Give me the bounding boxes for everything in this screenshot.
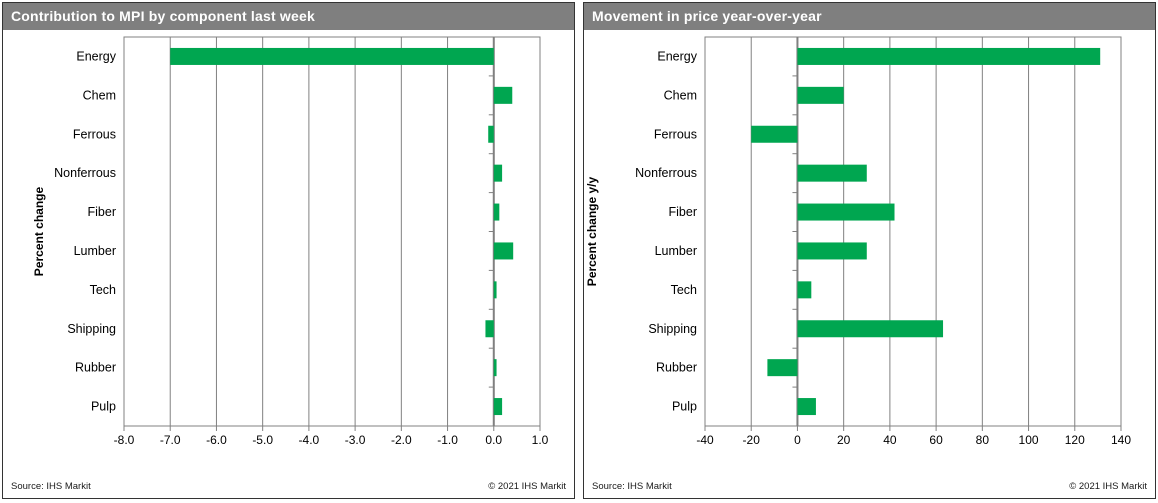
x-tick-label: 20	[837, 433, 851, 447]
x-tick-label: 1.0	[532, 433, 549, 447]
bar-rubber	[493, 359, 497, 377]
bar-chart-price-movement: -40 -20 0 20 40 60 80 100 120 140 Energy Chem Ferrou…	[585, 36, 1131, 447]
category-label: Shipping	[67, 322, 116, 336]
chart-panel-price-movement: Movement in price year-over-year -40 -20 0…	[583, 2, 1156, 499]
category-label: Fiber	[669, 205, 697, 219]
source-label: Source: IHS Markit	[592, 481, 672, 492]
x-tick-label: 40	[883, 433, 897, 447]
plot-border	[123, 36, 541, 427]
x-tick-label: -7.0	[160, 433, 181, 447]
category-label: Pulp	[91, 400, 116, 414]
bar-nonferrous	[797, 164, 867, 182]
category-label: Tech	[90, 283, 116, 297]
bar-shipping	[797, 320, 944, 338]
x-tick-label: 0.0	[485, 433, 502, 447]
x-tick-label: -2.0	[391, 433, 412, 447]
bar-chart-contribution: -8.0 -7.0 -6.0 -5.0 -4.0 -3.0 -2.0 -1.0 0.0 1.0 En…	[32, 36, 549, 447]
bar-ferrous	[751, 125, 798, 143]
copyright-label: © 2021 IHS Markit	[1069, 481, 1147, 492]
bar-ferrous	[488, 125, 494, 143]
x-tick-label: -4.0	[299, 433, 320, 447]
x-tick-label: 140	[1111, 433, 1131, 447]
category-label: Energy	[76, 49, 116, 63]
source-label: Source: IHS Markit	[11, 481, 91, 492]
bar-chem	[493, 86, 513, 104]
x-tick-label: 0	[794, 433, 801, 447]
chart-title: Contribution to MPI by component last we…	[3, 3, 574, 30]
category-label: Ferrous	[73, 127, 116, 141]
x-tick-label: -5.0	[252, 433, 273, 447]
copyright-label: © 2021 IHS Markit	[488, 481, 566, 492]
x-tick-label: 80	[976, 433, 990, 447]
category-label: Lumber	[74, 244, 116, 258]
category-label: Lumber	[655, 244, 697, 258]
chart-footer: Source: IHS Markit © 2021 IHS Markit	[11, 481, 566, 492]
category-label: Fiber	[88, 205, 116, 219]
category-label: Energy	[657, 49, 697, 63]
category-label: Ferrous	[654, 127, 697, 141]
bar-fiber	[493, 203, 500, 221]
category-label: Tech	[671, 283, 697, 297]
category-label: Chem	[664, 88, 697, 102]
x-tick-label: -3.0	[345, 433, 366, 447]
category-label: Chem	[83, 88, 116, 102]
bar-rubber	[767, 359, 798, 377]
x-tick-label: -6.0	[206, 433, 227, 447]
bar-lumber	[797, 242, 867, 260]
y-axis-title: Percent change y/y	[585, 176, 599, 286]
chart-title: Movement in price year-over-year	[584, 3, 1155, 30]
x-tick-label: -8.0	[114, 433, 135, 447]
x-tick-label: 60	[929, 433, 943, 447]
x-tick-label: -40	[696, 433, 714, 447]
category-label: Pulp	[672, 400, 697, 414]
chart-footer: Source: IHS Markit © 2021 IHS Markit	[592, 481, 1147, 492]
x-tick-label: -1.0	[437, 433, 458, 447]
category-label: Shipping	[648, 322, 697, 336]
x-tick-label: 120	[1065, 433, 1085, 447]
bar-energy	[170, 47, 494, 65]
x-tick-label: -20	[743, 433, 761, 447]
bar-lumber	[493, 242, 514, 260]
bar-pulp	[797, 398, 816, 416]
bar-chem	[797, 86, 844, 104]
x-tick-label: 100	[1019, 433, 1039, 447]
y-axis-title: Percent change	[32, 186, 46, 276]
bar-tech	[493, 281, 497, 299]
category-label: Rubber	[656, 361, 697, 375]
bar-fiber	[797, 203, 895, 221]
bar-tech	[797, 281, 812, 299]
category-label: Nonferrous	[54, 166, 116, 180]
bar-nonferrous	[493, 164, 503, 182]
bar-pulp	[493, 398, 503, 416]
category-label: Nonferrous	[635, 166, 697, 180]
bar-energy	[797, 47, 1101, 65]
category-label: Rubber	[75, 361, 116, 375]
chart-panel-contribution: Contribution to MPI by component last we…	[2, 2, 575, 499]
bar-shipping	[485, 320, 494, 338]
